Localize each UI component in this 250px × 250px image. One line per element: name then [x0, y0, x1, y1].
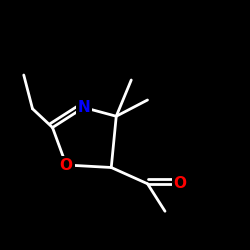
Text: O: O [60, 158, 73, 172]
Text: N: N [78, 100, 90, 115]
Text: O: O [174, 176, 186, 191]
